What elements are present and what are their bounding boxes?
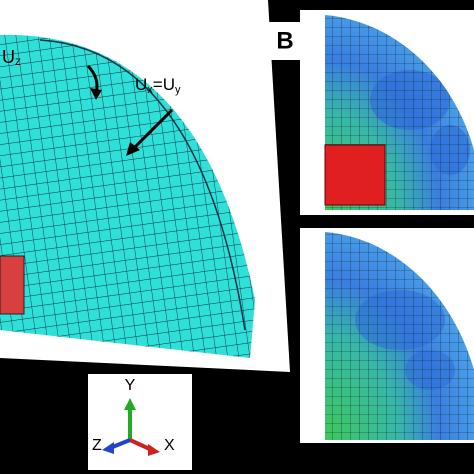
axis-label-y: Y bbox=[125, 377, 136, 394]
mesh-panel: Uz Ux=Uy bbox=[0, 0, 290, 372]
bc-label: Ux=Uy bbox=[135, 75, 181, 95]
axis-label-z: Z bbox=[92, 437, 102, 454]
axis-triad: Y Z X bbox=[88, 374, 192, 470]
axis-label-x: X bbox=[164, 437, 175, 454]
load-label: Uz bbox=[2, 47, 21, 68]
label-box bbox=[268, 22, 302, 60]
contour-top bbox=[300, 10, 474, 215]
panel-label: B bbox=[276, 27, 293, 54]
contour-bottom bbox=[300, 228, 474, 443]
